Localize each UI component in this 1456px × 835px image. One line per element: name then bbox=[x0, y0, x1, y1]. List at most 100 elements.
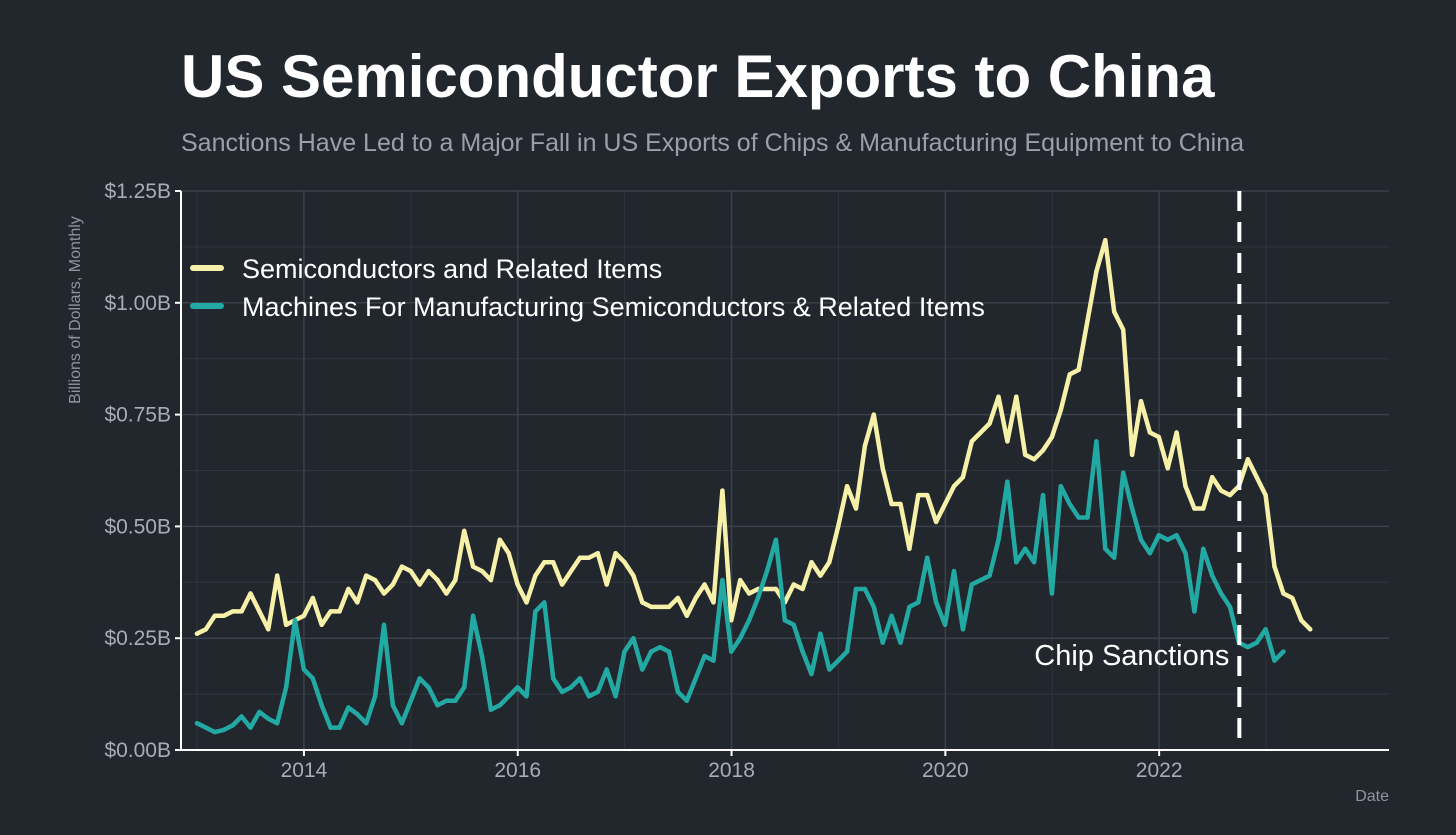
data-point-1 bbox=[987, 421, 992, 426]
data-point-1 bbox=[1147, 430, 1153, 435]
data-point-1 bbox=[470, 564, 476, 569]
data-point-2 bbox=[248, 725, 253, 730]
data-point-1 bbox=[488, 577, 494, 583]
data-point-2 bbox=[684, 698, 689, 703]
data-point-1 bbox=[1183, 484, 1188, 489]
data-point-1 bbox=[1165, 466, 1170, 471]
data-point-2 bbox=[408, 698, 413, 703]
data-point-2 bbox=[773, 537, 779, 542]
data-point-2 bbox=[1174, 533, 1179, 538]
data-point-2 bbox=[1022, 546, 1028, 551]
data-point-1 bbox=[203, 627, 209, 632]
data-point-2 bbox=[729, 649, 734, 654]
data-point-2 bbox=[666, 649, 672, 654]
data-point-1 bbox=[880, 466, 885, 471]
data-point-2 bbox=[310, 676, 315, 681]
data-point-2 bbox=[809, 671, 814, 677]
x-tick-label: 2022 bbox=[1136, 759, 1183, 782]
data-point-1 bbox=[631, 573, 636, 578]
data-point-1 bbox=[951, 484, 957, 489]
data-point-2 bbox=[1094, 439, 1099, 444]
data-point-1 bbox=[978, 430, 983, 435]
data-point-2 bbox=[960, 627, 966, 632]
data-point-2 bbox=[426, 685, 431, 690]
data-point-2 bbox=[328, 725, 333, 730]
data-point-2 bbox=[515, 685, 520, 690]
data-point-1 bbox=[1085, 318, 1090, 323]
data-point-1 bbox=[818, 573, 823, 578]
data-point-1 bbox=[836, 524, 841, 529]
data-point-2 bbox=[907, 604, 912, 610]
data-point-1 bbox=[595, 551, 600, 556]
data-point-2 bbox=[257, 709, 262, 715]
data-point-2 bbox=[506, 694, 511, 699]
chart-title: US Semiconductor Exports to China bbox=[181, 43, 1215, 110]
data-point-1 bbox=[390, 582, 396, 587]
data-point-2 bbox=[657, 644, 663, 650]
data-point-1 bbox=[283, 622, 289, 627]
data-point-1 bbox=[720, 488, 725, 493]
data-point-2 bbox=[755, 595, 761, 601]
data-point-2 bbox=[399, 721, 405, 726]
data-point-2 bbox=[604, 667, 609, 672]
data-point-2 bbox=[782, 618, 787, 623]
data-point-1 bbox=[800, 586, 805, 592]
data-point-1 bbox=[1290, 595, 1295, 601]
data-point-2 bbox=[346, 705, 351, 710]
data-point-1 bbox=[417, 582, 422, 587]
data-point-1 bbox=[533, 573, 538, 578]
data-point-1 bbox=[337, 609, 342, 614]
data-point-1 bbox=[1218, 488, 1224, 493]
data-point-1 bbox=[853, 506, 859, 511]
data-point-1 bbox=[1192, 506, 1197, 511]
data-point-2 bbox=[568, 685, 574, 690]
data-point-2 bbox=[453, 698, 458, 703]
data-point-1 bbox=[515, 582, 520, 587]
data-point-2 bbox=[640, 667, 645, 672]
data-point-2 bbox=[1147, 551, 1153, 556]
data-point-2 bbox=[818, 631, 823, 636]
data-point-2 bbox=[364, 721, 369, 726]
data-point-1 bbox=[1263, 492, 1268, 498]
data-point-2 bbox=[933, 600, 939, 605]
data-point-1 bbox=[1112, 309, 1117, 314]
data-point-2 bbox=[1121, 470, 1126, 475]
data-point-2 bbox=[239, 714, 244, 719]
data-point-2 bbox=[586, 694, 592, 699]
data-point-1 bbox=[925, 492, 930, 498]
data-point-1 bbox=[764, 586, 770, 592]
data-point-2 bbox=[942, 622, 948, 627]
y-tick-label: $0.75B bbox=[104, 404, 171, 427]
data-point-2 bbox=[1067, 501, 1072, 507]
data-point-2 bbox=[764, 568, 770, 574]
data-point-2 bbox=[1272, 658, 1277, 663]
data-point-1 bbox=[212, 613, 217, 618]
data-point-2 bbox=[435, 703, 440, 708]
data-point-2 bbox=[987, 573, 992, 578]
data-point-2 bbox=[746, 618, 752, 623]
data-point-2 bbox=[871, 604, 876, 610]
legend-label-1: Semiconductors and Related Items bbox=[242, 254, 662, 284]
data-point-1 bbox=[355, 600, 360, 605]
data-point-2 bbox=[595, 689, 600, 695]
data-point-1 bbox=[319, 622, 324, 627]
data-point-1 bbox=[1227, 492, 1233, 498]
data-point-2 bbox=[1227, 604, 1233, 610]
data-point-1 bbox=[372, 577, 378, 583]
data-point-1 bbox=[1254, 475, 1259, 480]
data-point-2 bbox=[542, 600, 547, 605]
data-point-2 bbox=[470, 613, 476, 618]
data-point-1 bbox=[453, 577, 458, 583]
data-point-2 bbox=[390, 703, 396, 708]
data-point-2 bbox=[488, 707, 494, 712]
data-point-1 bbox=[399, 564, 405, 569]
data-point-1 bbox=[862, 443, 868, 449]
series-layer bbox=[194, 237, 1313, 735]
data-point-2 bbox=[1014, 560, 1019, 565]
data-point-1 bbox=[1201, 506, 1206, 511]
data-point-2 bbox=[702, 653, 707, 659]
data-point-1 bbox=[328, 609, 333, 614]
data-point-2 bbox=[738, 636, 743, 641]
data-point-1 bbox=[346, 586, 351, 592]
data-point-2 bbox=[479, 653, 485, 659]
